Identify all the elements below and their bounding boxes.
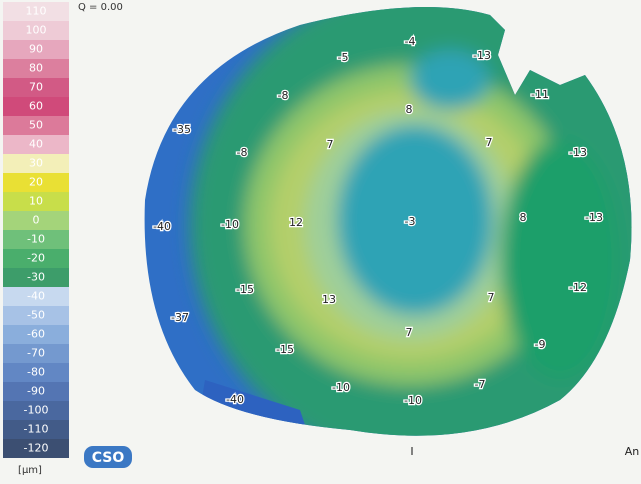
q-value: Q = 0.00: [78, 2, 123, 13]
scale-label: 30: [29, 157, 43, 170]
map-label: -13: [569, 146, 587, 159]
scale-swatch: [3, 287, 69, 306]
map-label: 7: [486, 136, 493, 149]
map-label: -5: [338, 51, 349, 64]
scale-swatch: [3, 382, 69, 401]
map-label: -15: [276, 343, 294, 356]
scale-label: 10: [29, 195, 43, 208]
logo: CSO: [92, 450, 125, 466]
edge-label: An: [625, 445, 640, 458]
scale-swatch: [3, 40, 69, 59]
scale-swatch: [3, 173, 69, 192]
map-label: -8: [237, 146, 248, 159]
map-labels: -4 -13 -5 -11 -35 -8 8 7 7 -13 -8 -40 -10 12 -3 8 -13 -15…: [152, 34, 604, 409]
map-label: -40: [153, 220, 171, 233]
map-label: -4: [405, 35, 416, 48]
scale-swatch: [3, 21, 69, 40]
scale-swatch: [3, 59, 69, 78]
map-label: 12: [289, 216, 303, 229]
map-label: -37: [171, 311, 189, 324]
map-label: -13: [473, 49, 491, 62]
scale-label: -40: [27, 290, 45, 303]
scale-label: -20: [27, 252, 45, 265]
scale-swatch: [3, 268, 69, 287]
color-scale: 1101009080706050403020100-10-20-30-40-50…: [3, 2, 69, 458]
scale-swatch: [3, 230, 69, 249]
scale-label: 80: [29, 62, 43, 75]
scale-label: 90: [29, 43, 43, 56]
scale-label: 20: [29, 176, 43, 189]
scale-swatch: [3, 135, 69, 154]
scale-label: 60: [29, 100, 43, 113]
map-label: 8: [520, 211, 527, 224]
map-label: -13: [585, 211, 603, 224]
scale-label: 100: [26, 24, 47, 37]
scale-swatch: [3, 78, 69, 97]
map-label: -3: [405, 215, 416, 228]
map-label: -9: [535, 338, 546, 351]
scale-swatch: [3, 401, 69, 420]
scale-label: -60: [27, 328, 45, 341]
scale-label: -70: [27, 347, 45, 360]
map-label: 7: [406, 326, 413, 339]
scale-swatch: [3, 192, 69, 211]
scale-label: 110: [26, 5, 47, 18]
scale-swatch: [3, 344, 69, 363]
unit-label: [µm]: [18, 465, 42, 476]
axis-marker: I: [410, 445, 413, 458]
scale-swatch: [3, 439, 69, 458]
map-label: 13: [322, 293, 336, 306]
scale-label: -100: [24, 404, 49, 417]
scale-swatch: [3, 420, 69, 439]
scale-label: -50: [27, 309, 45, 322]
scale-label: -120: [24, 442, 49, 455]
scale-swatch: [3, 97, 69, 116]
map-label: 7: [327, 138, 334, 151]
scale-label: 50: [29, 119, 43, 132]
scale-label: 70: [29, 81, 43, 94]
scale-label: -30: [27, 271, 45, 284]
map-label: -15: [236, 283, 254, 296]
map-label: 7: [488, 291, 495, 304]
map-label: -35: [173, 123, 191, 136]
elevation-map: [144, 7, 632, 436]
scale-swatch: [3, 249, 69, 268]
scale-label: -110: [24, 423, 49, 436]
map-label: -10: [221, 218, 239, 231]
map-label: -10: [332, 381, 350, 394]
scale-swatch: [3, 211, 69, 230]
scale-label: -80: [27, 366, 45, 379]
scale-swatch: [3, 325, 69, 344]
map-label: -12: [569, 281, 587, 294]
scale-swatch: [3, 363, 69, 382]
scale-label: 0: [33, 214, 40, 227]
scale-label: 40: [29, 138, 43, 151]
map-label: -40: [226, 393, 244, 406]
map-label: -11: [531, 88, 549, 101]
map-label: -8: [278, 89, 289, 102]
map-label: -7: [475, 378, 486, 391]
scale-label: -10: [27, 233, 45, 246]
scale-swatch: [3, 306, 69, 325]
map-label: -10: [404, 394, 422, 407]
scale-swatch: [3, 154, 69, 173]
logo-badge: [84, 446, 132, 468]
scale-swatch: [3, 116, 69, 135]
map-label: 8: [406, 103, 413, 116]
scale-swatch: [3, 2, 69, 21]
scale-label: -90: [27, 385, 45, 398]
